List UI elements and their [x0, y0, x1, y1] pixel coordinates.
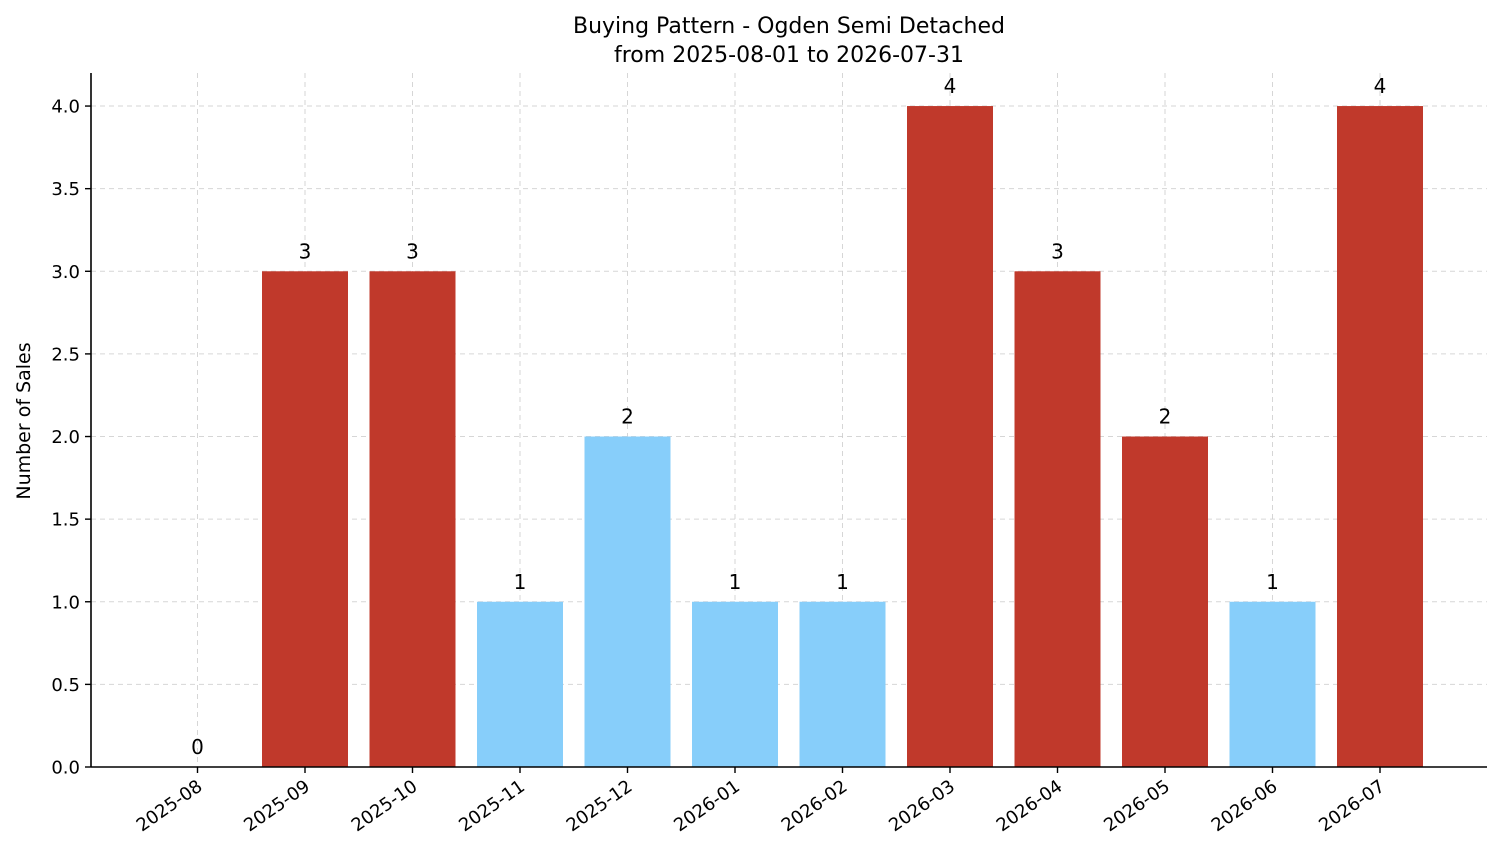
x-tick-label: 2025-11 — [455, 776, 529, 836]
y-tick-label: 4.0 — [51, 97, 80, 118]
x-tick-label: 2026-06 — [1208, 776, 1282, 836]
bar-value-label: 1 — [1266, 570, 1279, 594]
bar-value-label: 2 — [621, 405, 634, 429]
y-tick-label: 0.5 — [51, 675, 80, 696]
x-tick-label: 2026-03 — [885, 776, 959, 836]
y-tick-label: 2.0 — [51, 427, 80, 448]
bar-value-label: 1 — [514, 570, 527, 594]
chart-title: Buying Pattern - Ogden Semi Detached — [573, 14, 1005, 39]
bar-value-label: 3 — [1051, 239, 1064, 263]
bar-2026-03 — [907, 106, 993, 768]
bar-2026-06 — [1229, 601, 1316, 767]
x-tick-label: 2026-01 — [670, 776, 744, 836]
bar-value-label: 3 — [406, 239, 419, 263]
bar-2026-05 — [1122, 436, 1208, 767]
x-tick-label: 2026-07 — [1315, 776, 1389, 836]
bar-layer — [262, 106, 1423, 768]
x-tick-label: 2026-02 — [778, 776, 852, 836]
bar-value-label: 2 — [1159, 405, 1172, 429]
y-tick-label: 2.5 — [51, 344, 80, 365]
bar-2025-11 — [477, 601, 563, 767]
y-tick-label: 0.0 — [51, 758, 80, 779]
y-tick-label: 3.5 — [51, 179, 80, 200]
bar-2026-04 — [1014, 271, 1101, 767]
chart-subtitle: from 2025-08-01 to 2026-07-31 — [614, 43, 964, 68]
y-axis-label: Number of Sales — [13, 342, 35, 499]
x-tick-label: 2026-05 — [1100, 776, 1174, 836]
bar-value-label: 1 — [836, 570, 849, 594]
bar-2026-01 — [692, 601, 778, 767]
bar-value-label: 0 — [191, 735, 204, 759]
bar-2025-09 — [262, 271, 348, 767]
axis-layer — [85, 73, 1487, 773]
bar-2025-10 — [369, 271, 456, 767]
x-tick-label: 2025-09 — [240, 776, 314, 836]
bar-value-label: 4 — [944, 74, 957, 98]
bar-2026-02 — [799, 601, 886, 767]
y-tick-label: 1.5 — [51, 510, 80, 531]
y-tick-label: 3.0 — [51, 262, 80, 283]
bar-value-label: 1 — [729, 570, 742, 594]
bar-2025-12 — [584, 436, 671, 767]
x-tick-label: 2025-12 — [563, 776, 637, 836]
y-tick-label: 1.0 — [51, 592, 80, 613]
bar-value-label: 3 — [299, 239, 312, 263]
x-tick-label: 2025-08 — [133, 776, 207, 836]
bar-value-label: 4 — [1374, 74, 1387, 98]
x-tick-label: 2025-10 — [348, 776, 422, 836]
bar-2026-07 — [1337, 106, 1423, 768]
x-tick-label: 2026-04 — [993, 776, 1067, 836]
